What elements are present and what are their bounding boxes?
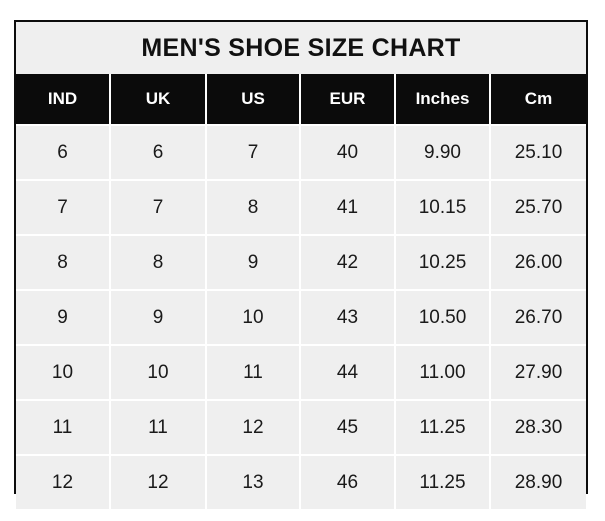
cell-inches: 9.90: [394, 124, 490, 180]
cell-us: 13: [205, 454, 300, 509]
cell-us: 9: [205, 234, 300, 290]
cell-cm: 25.10: [489, 124, 586, 180]
shoe-size-table: MEN'S SHOE SIZE CHART IND UK US EUR Inch…: [16, 22, 586, 509]
cell-cm: 26.70: [489, 289, 586, 345]
title-row: MEN'S SHOE SIZE CHART: [16, 22, 586, 74]
column-header-row-group: IND UK US EUR Inches Cm: [16, 74, 586, 125]
cell-cm: 25.70: [489, 179, 586, 235]
cell-uk: 10: [109, 344, 206, 400]
page-title: MEN'S SHOE SIZE CHART: [16, 22, 586, 74]
table-body: 6 6 7 40 9.90 25.10 7 7 8 41 10.15 25.70…: [16, 124, 586, 509]
cell-uk: 12: [109, 454, 206, 509]
table-row: 6 6 7 40 9.90 25.10: [16, 124, 586, 180]
column-header-cm[interactable]: Cm: [489, 74, 586, 125]
cell-uk: 8: [109, 234, 206, 290]
cell-inches: 11.25: [394, 399, 490, 455]
column-header-us[interactable]: US: [205, 74, 300, 125]
cell-us: 11: [205, 344, 300, 400]
column-header-row: IND UK US EUR Inches Cm: [16, 74, 586, 125]
cell-cm: 28.90: [489, 454, 586, 509]
cell-eur: 44: [299, 344, 395, 400]
cell-ind: 10: [16, 344, 110, 400]
column-header-eur[interactable]: EUR: [299, 74, 395, 125]
cell-us: 7: [205, 124, 300, 180]
table-row: 7 7 8 41 10.15 25.70: [16, 179, 586, 235]
column-header-ind[interactable]: IND: [16, 74, 110, 125]
cell-inches: 10.50: [394, 289, 490, 345]
cell-ind: 8: [16, 234, 110, 290]
table-row: 9 9 10 43 10.50 26.70: [16, 289, 586, 345]
table-row: 11 11 12 45 11.25 28.30: [16, 399, 586, 455]
cell-us: 8: [205, 179, 300, 235]
cell-us: 12: [205, 399, 300, 455]
table-row: 12 12 13 46 11.25 28.90: [16, 454, 586, 509]
cell-inches: 11.25: [394, 454, 490, 509]
cell-eur: 43: [299, 289, 395, 345]
cell-eur: 42: [299, 234, 395, 290]
size-chart-container: MEN'S SHOE SIZE CHART IND UK US EUR Inch…: [14, 20, 588, 509]
cell-ind: 9: [16, 289, 110, 345]
table-head: MEN'S SHOE SIZE CHART: [16, 22, 586, 74]
cell-inches: 10.25: [394, 234, 490, 290]
cell-eur: 41: [299, 179, 395, 235]
cell-cm: 28.30: [489, 399, 586, 455]
cell-cm: 27.90: [489, 344, 586, 400]
column-header-inches[interactable]: Inches: [394, 74, 490, 125]
cell-uk: 6: [109, 124, 206, 180]
cell-us: 10: [205, 289, 300, 345]
cell-ind: 6: [16, 124, 110, 180]
cell-cm: 26.00: [489, 234, 586, 290]
cell-ind: 12: [16, 454, 110, 509]
column-header-uk[interactable]: UK: [109, 74, 206, 125]
cell-eur: 46: [299, 454, 395, 509]
cell-ind: 7: [16, 179, 110, 235]
cell-ind: 11: [16, 399, 110, 455]
cell-uk: 11: [109, 399, 206, 455]
cell-inches: 11.00: [394, 344, 490, 400]
cell-uk: 9: [109, 289, 206, 345]
cell-eur: 40: [299, 124, 395, 180]
cell-eur: 45: [299, 399, 395, 455]
table-row: 10 10 11 44 11.00 27.90: [16, 344, 586, 400]
cell-inches: 10.15: [394, 179, 490, 235]
table-row: 8 8 9 42 10.25 26.00: [16, 234, 586, 290]
cell-uk: 7: [109, 179, 206, 235]
